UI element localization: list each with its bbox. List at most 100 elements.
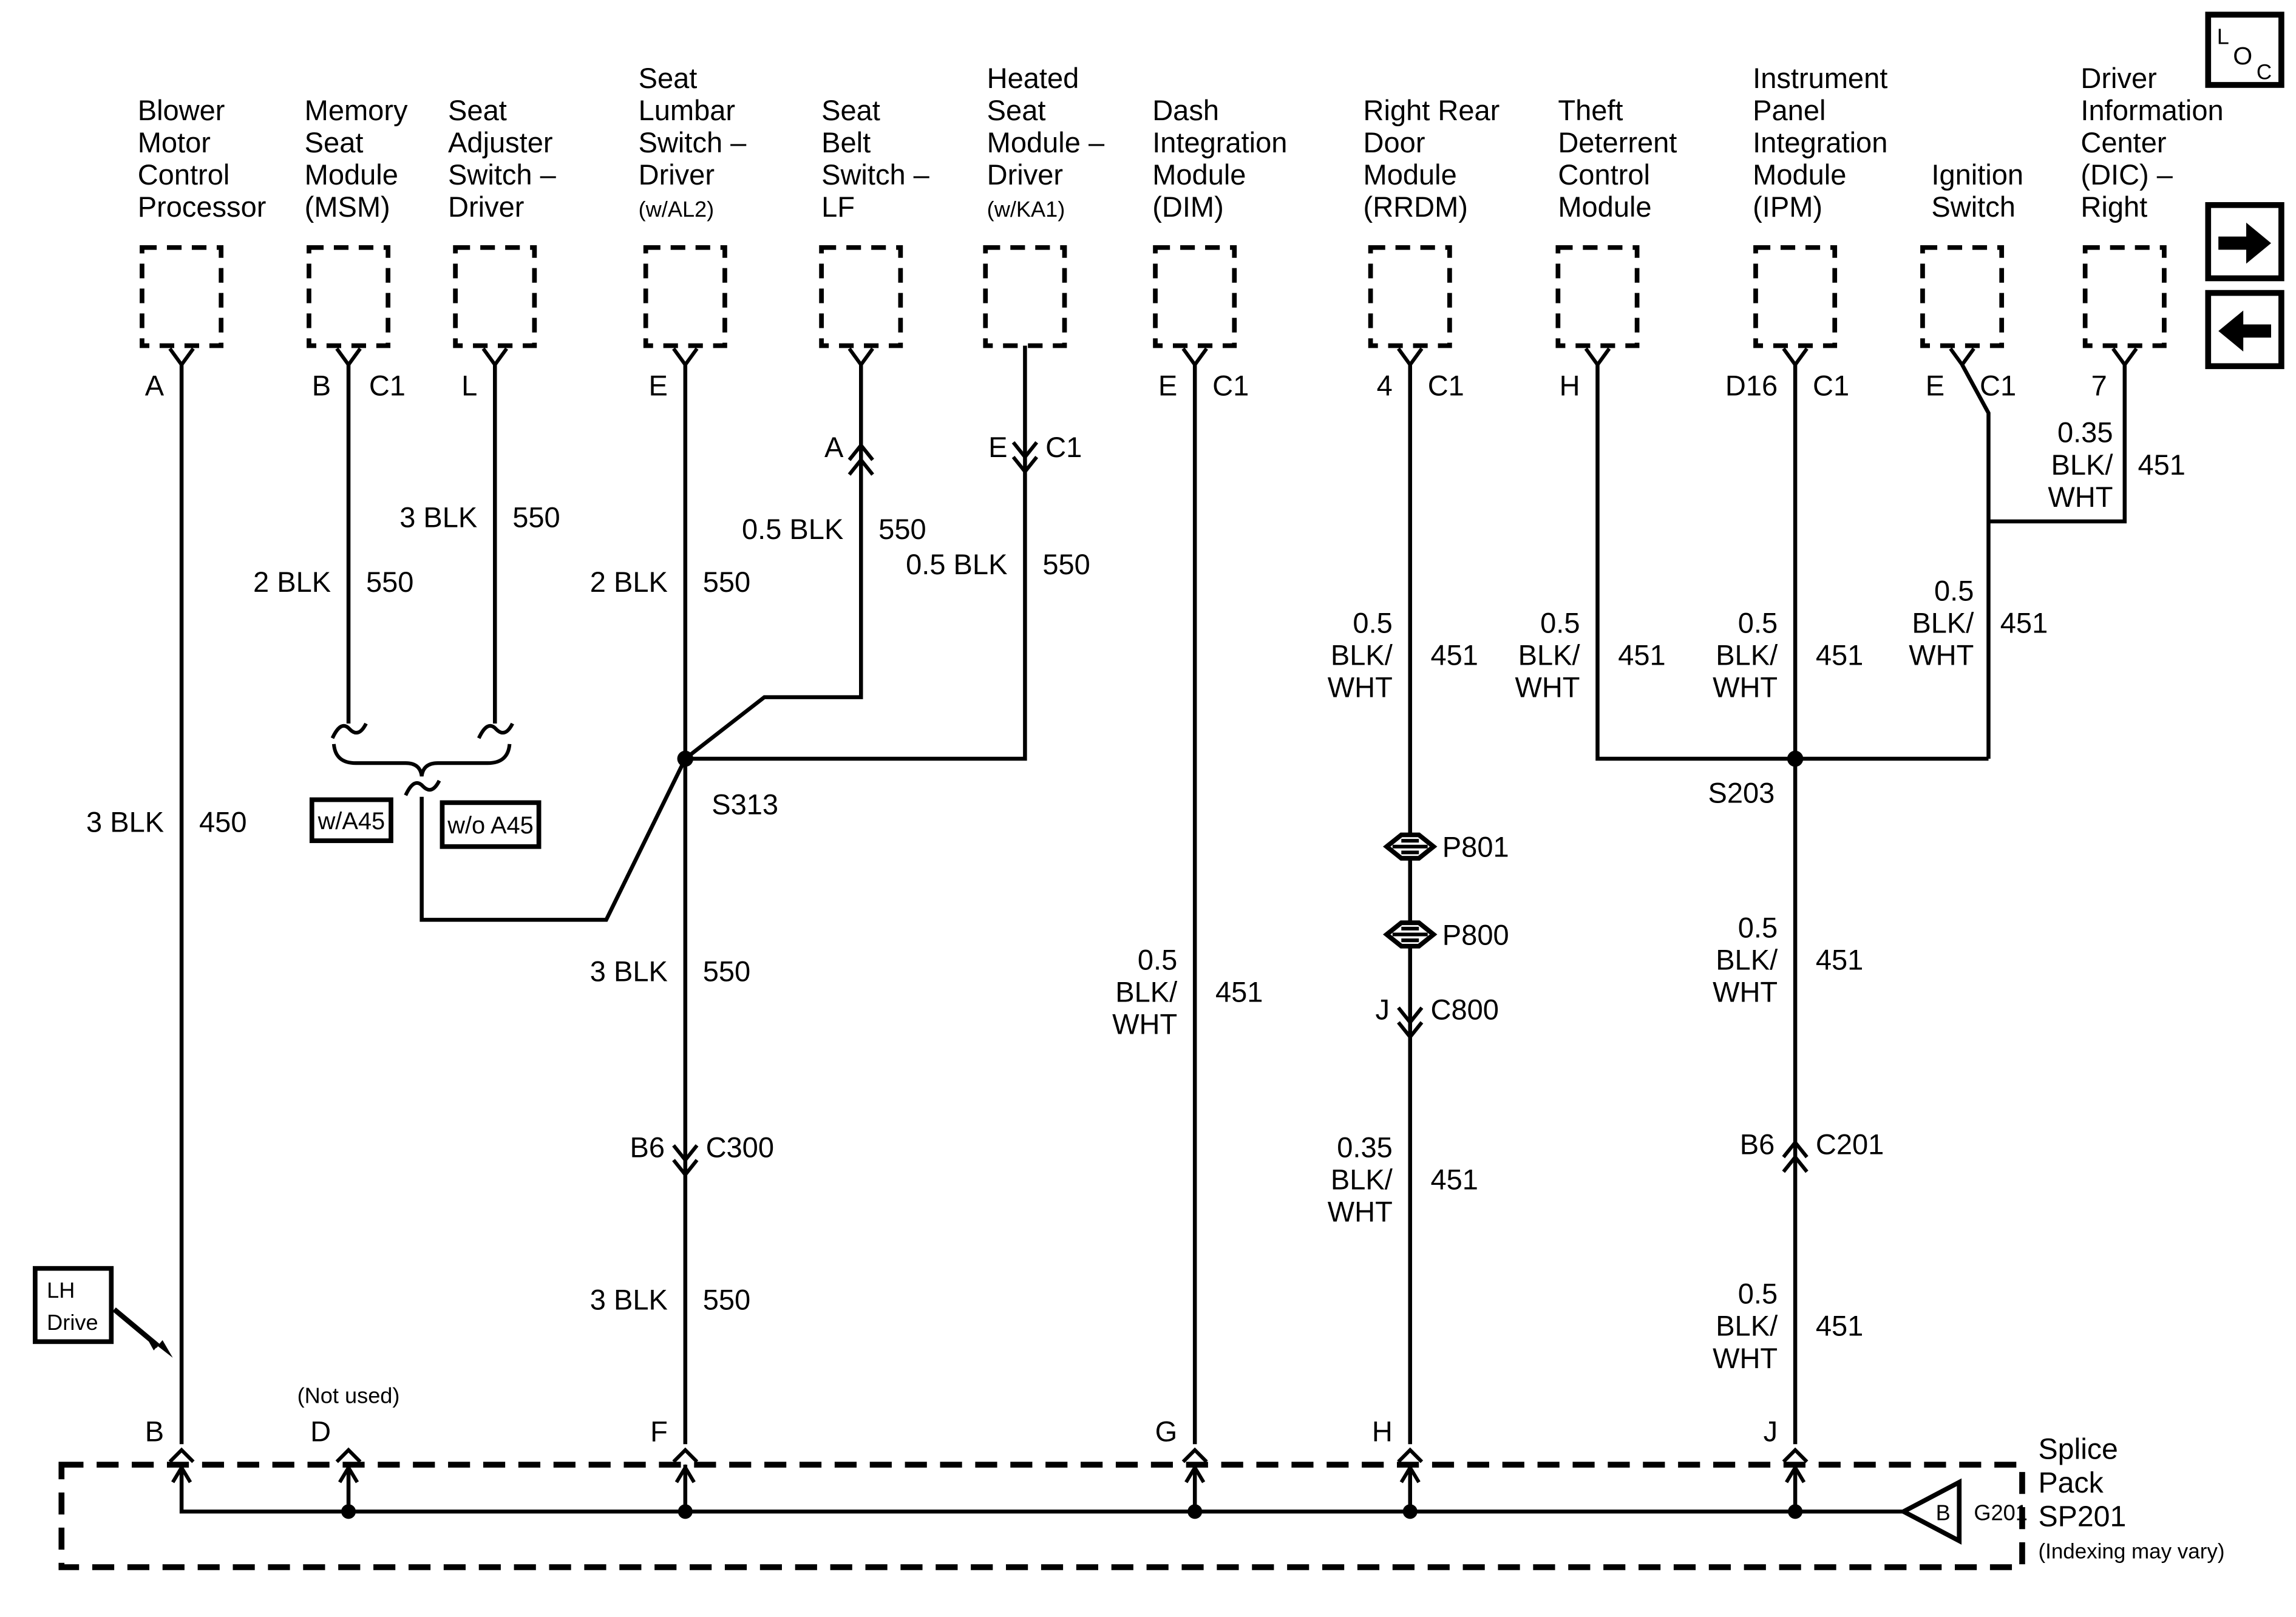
- loc-letter-o: O: [2233, 42, 2252, 70]
- circuit-number: 451: [1816, 639, 1863, 671]
- variant-brace: [331, 744, 512, 777]
- loc-letter-c: C: [2257, 60, 2272, 84]
- callout-arrow-shaft: [112, 1307, 160, 1348]
- wire-label: WHT: [2048, 481, 2113, 513]
- pin-label: C1: [369, 370, 406, 402]
- wire-label: 3 BLK: [86, 806, 164, 838]
- module-ipm-line: Integration: [1753, 126, 1887, 158]
- bus-dot: [1402, 1504, 1418, 1519]
- circuit-number: 550: [703, 566, 750, 598]
- module-dim-line: (DIM): [1152, 191, 1224, 223]
- wire-label: BLK/: [2051, 449, 2114, 481]
- wire-label: BLK/: [1331, 639, 1393, 671]
- next-box[interactable]: [2205, 202, 2284, 282]
- module-seatbelt-line: Seat: [821, 94, 880, 126]
- module-blower-line: Processor: [138, 191, 267, 223]
- grommet-icon-detail: [1392, 839, 1428, 855]
- chevron-down-icon: [672, 1159, 699, 1178]
- wire-label: BLK/: [1518, 639, 1581, 671]
- junction-s313-dot: [677, 750, 694, 767]
- pin-label: 7: [2091, 370, 2107, 402]
- prev-page-button[interactable]: [2205, 290, 2284, 370]
- module-boxes: [140, 245, 2167, 348]
- wire-label: BLK/: [1716, 1310, 1778, 1342]
- variant-label-without-a45: w/o A45: [447, 812, 534, 839]
- wire-label: WHT: [1713, 976, 1778, 1008]
- pin-label: B: [312, 370, 331, 402]
- module-box-blower: [140, 245, 224, 348]
- inline-connector-label: C1: [1045, 431, 1082, 463]
- pin-chevron-bottom: [1181, 1447, 1208, 1463]
- circuit-number: 550: [703, 1283, 750, 1315]
- module-seatbelt-line: Switch –: [821, 158, 930, 191]
- wire-label: 0.5: [1353, 606, 1392, 639]
- wire-end-squiggle-adjuster: [477, 722, 514, 739]
- module-rrdm-line: Right Rear: [1364, 94, 1500, 126]
- module-box-dim: [1153, 245, 1237, 348]
- junction-s203-label: S203: [1708, 776, 1775, 808]
- module-box-msm: [307, 245, 391, 348]
- module-dic-line: Information: [2080, 94, 2223, 126]
- module-ignition-line: Switch: [1931, 191, 2016, 223]
- chevron-down-icon: [1011, 455, 1039, 475]
- module-box-seatbelt: [819, 245, 903, 348]
- pin-label: E: [1926, 370, 1944, 402]
- loc-box[interactable]: [2205, 12, 2284, 88]
- arrow-right-icon: [2218, 222, 2271, 264]
- bus-dot: [341, 1504, 356, 1519]
- module-theft-line: Module: [1558, 191, 1651, 223]
- next-page-button[interactable]: [2205, 202, 2284, 282]
- chevron-up-icon: [847, 456, 874, 476]
- circuit-number: 550: [366, 566, 413, 598]
- wire-label: BLK/: [1912, 606, 1974, 639]
- wire-label: WHT: [1515, 671, 1580, 703]
- inline-connector-c800: J C800: [1375, 993, 1499, 1040]
- circuit-number: 451: [2000, 606, 2048, 639]
- pin-label: E: [1158, 370, 1177, 402]
- pin-chevron-bottom: [168, 1447, 195, 1463]
- variant-box-with-a45: [309, 797, 393, 843]
- wire-label: BLK/: [1716, 639, 1778, 671]
- wire-label: BLK/: [1716, 943, 1778, 975]
- wire-label: 0.5: [1138, 943, 1177, 975]
- wire-label: 0.5: [1738, 911, 1778, 943]
- passthrough-label: P800: [1442, 918, 1509, 951]
- module-adjuster-line: Switch –: [448, 158, 557, 191]
- module-lumbar-line: Driver: [639, 158, 715, 191]
- module-blower-line: Control: [138, 158, 230, 191]
- pin-label: D16: [1725, 370, 1778, 402]
- module-lumbar-sub: (w/AL2): [639, 197, 715, 222]
- bus-dot: [678, 1504, 693, 1519]
- wire-label: 0.35: [2057, 416, 2113, 449]
- ground-label: G201: [1974, 1500, 2027, 1525]
- module-dic-line: Center: [2080, 126, 2166, 158]
- inline-pin-label: B6: [630, 1131, 665, 1163]
- module-seatbelt-line: Belt: [821, 126, 871, 158]
- circuit-number: 550: [703, 955, 750, 988]
- circuit-number: 451: [1431, 639, 1478, 671]
- top-pin-labels: A B C1 L E E C1 4 C1 H D16 C1 E C1 7: [145, 370, 2107, 402]
- pin-label: H: [1560, 370, 1580, 402]
- loc-button[interactable]: L O C: [2205, 12, 2284, 88]
- inline-connector-label: C201: [1816, 1128, 1884, 1160]
- bottom-pin-label: F: [650, 1415, 668, 1447]
- loc-letter-l: L: [2217, 24, 2229, 49]
- inline-connector-label: C300: [706, 1131, 774, 1163]
- bottom-pin-label: J: [1764, 1415, 1778, 1447]
- arrow-up-icon: [1184, 1464, 1206, 1483]
- module-adjuster-line: Adjuster: [448, 126, 553, 158]
- circuit-number: 451: [2138, 449, 2186, 481]
- circuit-number: 550: [512, 501, 560, 534]
- wire-label: BLK/: [1115, 976, 1178, 1008]
- module-heatedseat-sub: (w/KA1): [987, 197, 1065, 222]
- splice-caption-line: Pack: [2038, 1466, 2104, 1499]
- wire-label: WHT: [1112, 1008, 1177, 1040]
- prev-box[interactable]: [2205, 290, 2284, 370]
- bottom-pin-label: B: [145, 1415, 164, 1447]
- passthrough-p801: P801: [1382, 831, 1509, 863]
- bus-dot: [1788, 1504, 1803, 1519]
- module-box-ipm: [1753, 245, 1838, 348]
- chevron-up-icon: [1782, 1154, 1809, 1173]
- pin-label: C1: [1813, 370, 1849, 402]
